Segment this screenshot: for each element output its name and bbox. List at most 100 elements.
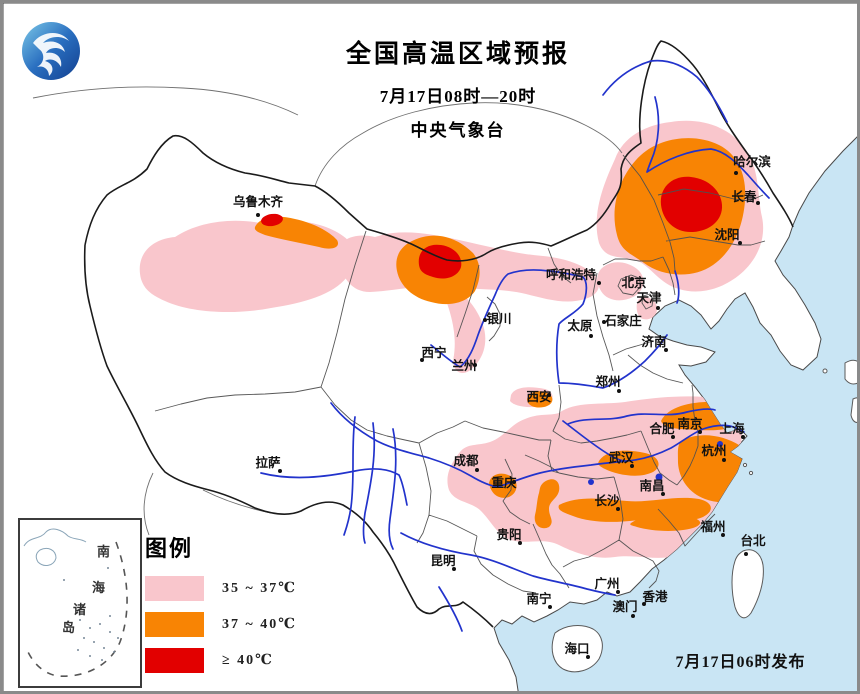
- city-label: 济南: [641, 334, 667, 349]
- city-label: 贵阳: [496, 527, 521, 542]
- overlay-red-xinjiang: [261, 213, 283, 227]
- city-label: 合肥: [649, 421, 675, 436]
- temperature-overlays: [139, 120, 764, 558]
- yangtze-and-south-rivers: [260, 402, 745, 632]
- overlay-orange-hunan-squiggle: [534, 479, 560, 529]
- city-dot: [738, 241, 742, 245]
- page-title: 全国高温区域预报: [345, 41, 570, 68]
- city-dot: [616, 590, 620, 594]
- province-borders: [154, 154, 766, 594]
- inset-label-char: 诸: [73, 602, 86, 617]
- city-label: 北京: [621, 275, 647, 290]
- legend-item: 35 ~ 37℃: [145, 575, 345, 601]
- forecast-time-range: 7月17日08时—20时: [379, 86, 537, 106]
- inset-label-char: 南: [97, 544, 110, 559]
- city-dot: [473, 363, 477, 367]
- legend-item: 37 ~ 40℃: [145, 611, 345, 637]
- city-label: 西宁: [421, 345, 446, 360]
- city-label: 西安: [526, 389, 551, 404]
- city-dot: [661, 492, 665, 496]
- city-label: 成都: [453, 453, 479, 468]
- city-dot: [664, 348, 668, 352]
- japan-islands: [844, 359, 857, 423]
- inset-coastline: [23, 528, 87, 547]
- city-dot: [616, 507, 620, 511]
- tai-lake: [717, 441, 723, 447]
- city-dot: [741, 435, 745, 439]
- city-dot: [631, 614, 635, 618]
- legend-title: 图例: [145, 536, 194, 561]
- city-label: 呼和浩特: [546, 267, 597, 282]
- agency-name: 中央气象台: [410, 120, 506, 140]
- river-northeast: [602, 59, 770, 304]
- logo-circle: [22, 22, 80, 80]
- small-island: [748, 470, 754, 476]
- city-label: 福州: [699, 519, 725, 534]
- city-label: 上海: [719, 421, 745, 436]
- city-label: 南昌: [639, 478, 664, 493]
- city-dot: [642, 602, 646, 606]
- city-label: 天津: [636, 290, 662, 305]
- city-label: 昆明: [430, 553, 455, 568]
- city-dot: [698, 430, 702, 434]
- china-national-border: [83, 40, 794, 628]
- city-dot: [617, 389, 621, 393]
- legend-rows: 35 ~ 37℃ 37 ~ 40℃ ≥ 40℃: [145, 575, 345, 673]
- city-dot: [602, 320, 606, 324]
- city-label: 香港: [641, 589, 668, 604]
- city-label: 杭州: [701, 443, 726, 458]
- overlay-pink-xinjiang: [139, 220, 355, 313]
- city-dot: [483, 318, 487, 322]
- nine-dash-line: [27, 541, 128, 677]
- city-dot: [721, 533, 725, 537]
- small-island: [742, 462, 748, 468]
- inset-islands: [63, 567, 119, 661]
- title-block: 全国高温区域预报 7月17日08时—20时 中央气象台: [258, 41, 658, 141]
- legend-swatch: [145, 575, 204, 601]
- city-label: 太原: [567, 318, 593, 333]
- city-label: 南宁: [526, 591, 551, 606]
- overlay-pink-beijing: [597, 262, 658, 320]
- city-dot: [756, 201, 760, 205]
- inset-label-char: 岛: [62, 620, 75, 635]
- city-label: 乌鲁木齐: [233, 194, 284, 209]
- foreign-borders: [32, 86, 623, 536]
- legend-item: ≥ 40℃: [145, 647, 345, 673]
- dongting-lake: [588, 479, 594, 485]
- city-dot: [656, 306, 660, 310]
- city-dot: [548, 605, 552, 609]
- city-label: 郑州: [595, 374, 620, 389]
- inset-hainan: [35, 547, 57, 566]
- south-china-sea-inset: 南海诸岛: [18, 518, 142, 688]
- city-dot: [722, 458, 726, 462]
- city-label: 广州: [594, 576, 619, 591]
- yellow-river: [430, 269, 716, 425]
- city-dot: [547, 393, 551, 397]
- logo-swirl: [33, 32, 69, 76]
- city-label: 台北: [740, 533, 766, 548]
- inset-label-char: 海: [92, 580, 105, 595]
- city-dot: [630, 277, 634, 281]
- overlay-orange-fujian: [630, 515, 701, 531]
- overlay-pink-gansu-lobe: [445, 285, 486, 374]
- city-dot: [512, 480, 516, 484]
- city-label: 南京: [677, 416, 703, 431]
- city-dot: [597, 281, 601, 285]
- city-dot: [518, 541, 522, 545]
- city-label: 长春: [731, 189, 757, 204]
- overlay-orange-xian: [527, 391, 553, 408]
- legend: 图例 35 ~ 37℃ 37 ~ 40℃ ≥ 40℃: [145, 531, 345, 683]
- legend-label: 37 ~ 40℃: [222, 616, 298, 632]
- city-label: 石家庄: [603, 313, 642, 328]
- city-dot: [256, 213, 260, 217]
- city-dot: [586, 655, 590, 659]
- city-dot: [452, 567, 456, 571]
- city-label: 拉萨: [255, 455, 281, 470]
- legend-swatch: [145, 611, 204, 637]
- small-island: [822, 368, 828, 374]
- city-label: 哈尔滨: [733, 154, 771, 169]
